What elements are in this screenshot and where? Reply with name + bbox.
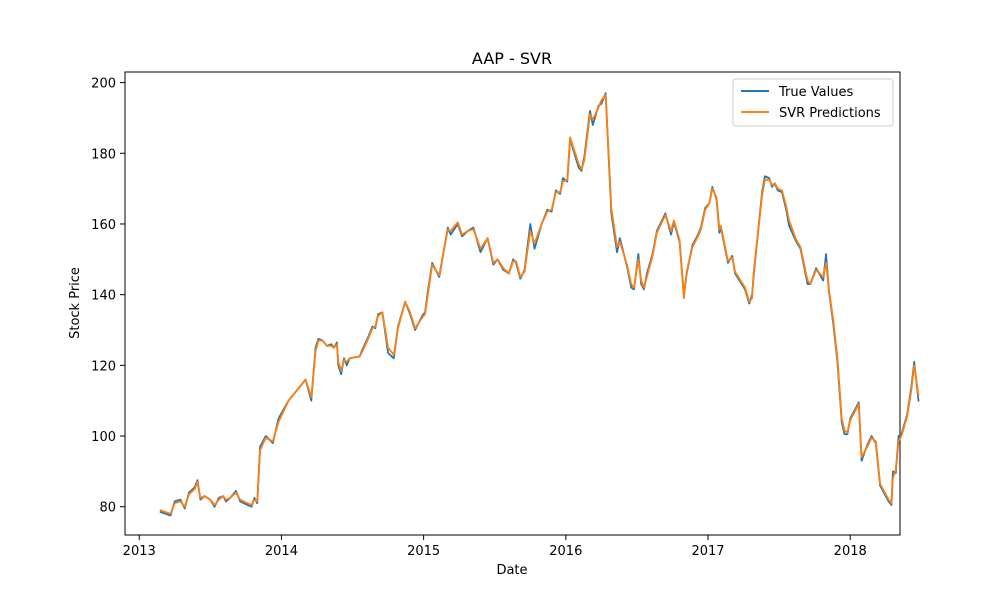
x-axis-label: Date (496, 563, 527, 578)
plot-frame (124, 71, 901, 536)
y-tick-label: 80 (99, 501, 116, 516)
x-axis: 2013 2014 2015 2016 2017 2018 (123, 535, 867, 559)
y-tick-label: 120 (91, 359, 116, 374)
x-tick-label: 2017 (691, 544, 724, 559)
y-tick-label: 200 (91, 77, 116, 92)
series-lines (159, 92, 920, 517)
x-tick-label: 2013 (123, 544, 156, 559)
legend: True Values SVR Predictions (732, 78, 894, 127)
y-tick-label: 100 (91, 430, 116, 445)
legend-label-true-values: True Values (778, 85, 853, 100)
y-axis: 80 100 120 140 160 180 200 (91, 77, 125, 516)
plot-area (124, 71, 901, 536)
legend-label-svr-predictions: SVR Predictions (779, 106, 881, 121)
y-tick-label: 140 (91, 289, 116, 304)
series-line-svr-predictions (159, 94, 920, 515)
x-tick-label: 2018 (834, 544, 867, 559)
y-tick-label: 160 (91, 218, 116, 233)
chart-title: AAP - SVR (472, 49, 552, 68)
x-tick-label: 2016 (549, 544, 582, 559)
x-tick-label: 2014 (265, 544, 298, 559)
legend-box (732, 78, 894, 127)
x-tick-label: 2015 (407, 544, 440, 559)
y-tick-label: 180 (91, 147, 116, 162)
y-axis-label: Stock Price (68, 267, 83, 339)
